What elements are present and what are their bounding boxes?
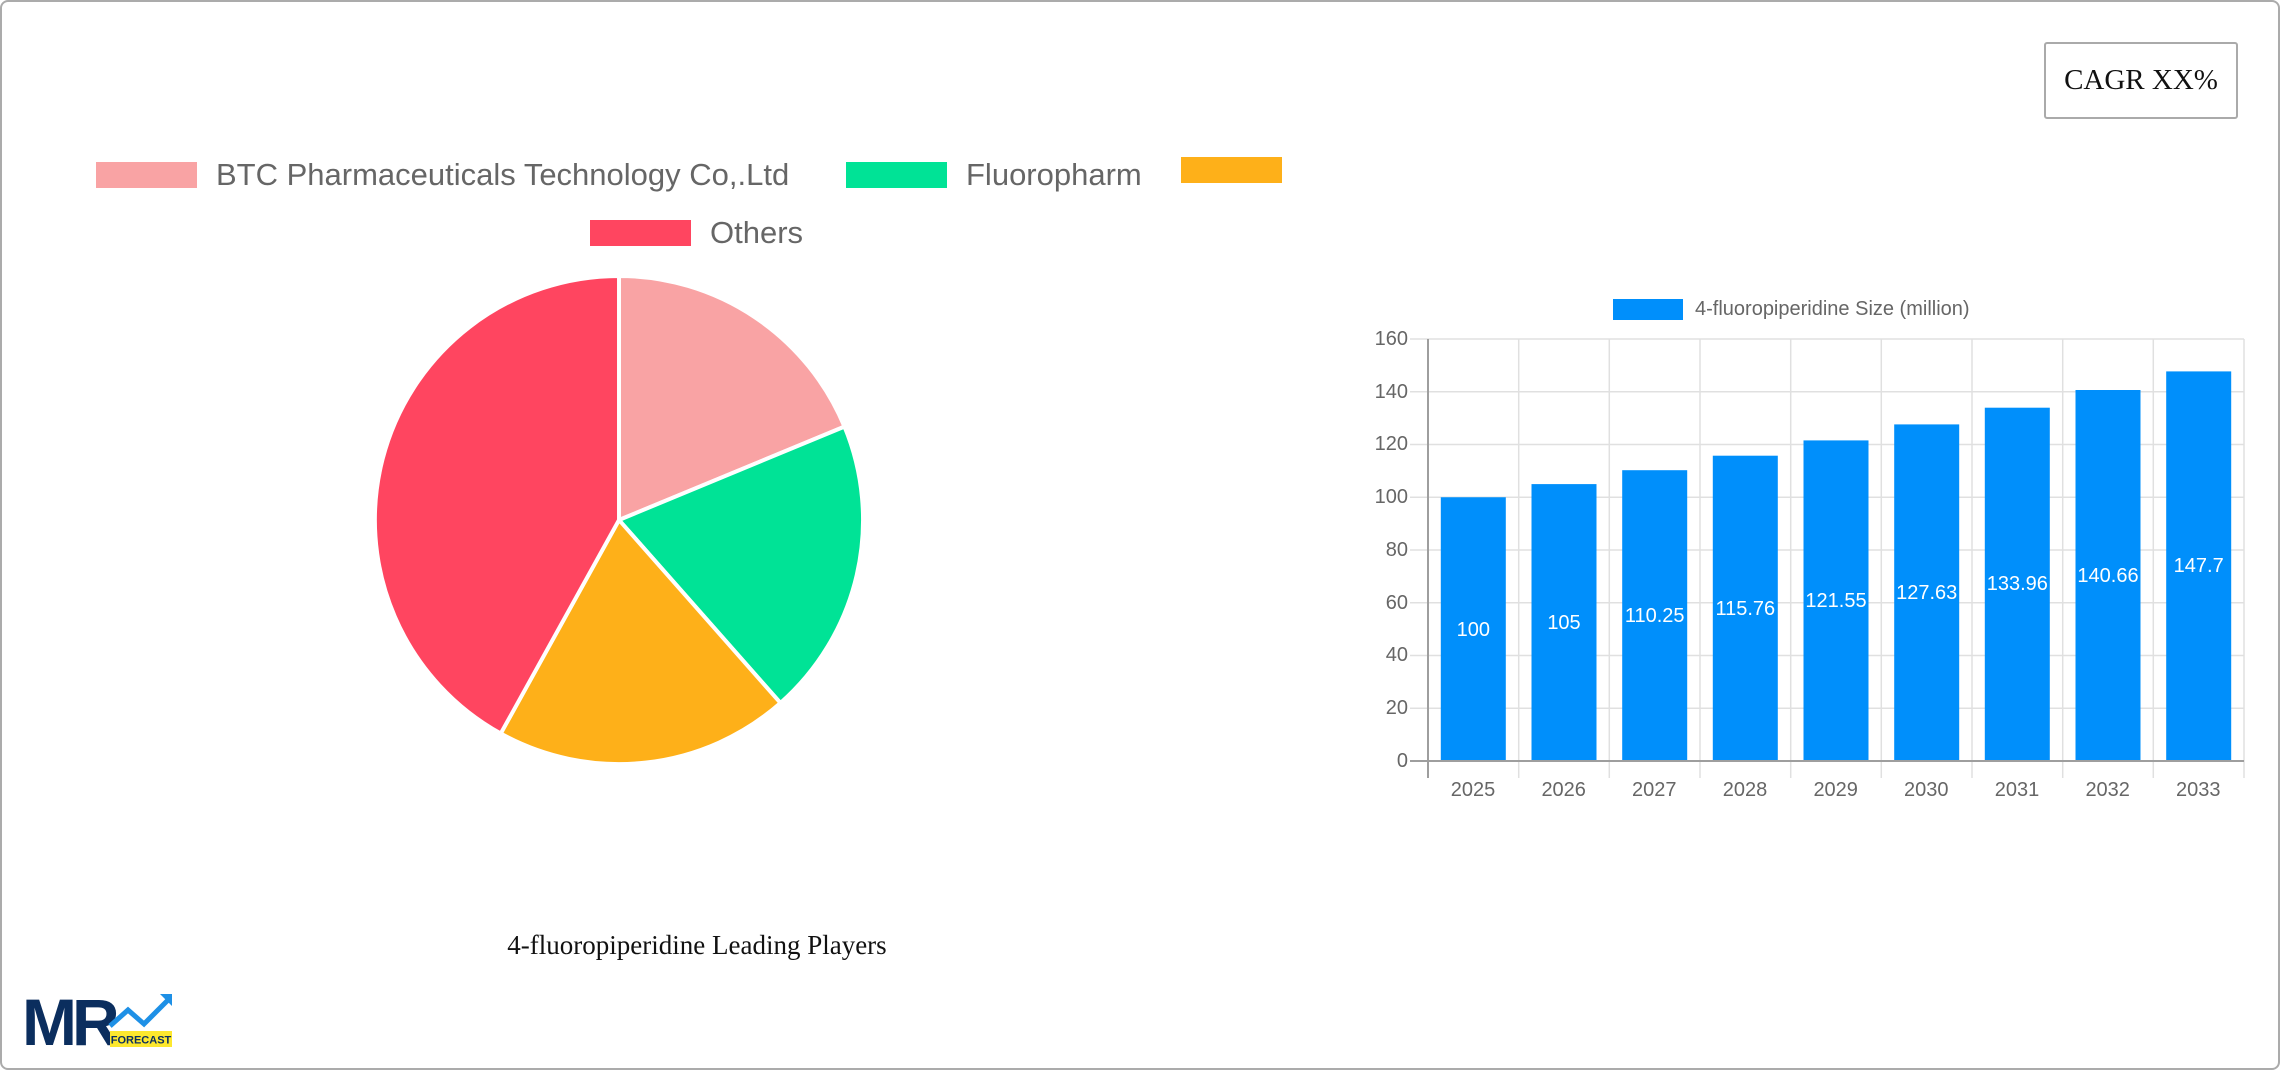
bar-2033[interactable]	[2166, 371, 2232, 761]
x-tick-label: 2026	[1541, 779, 1586, 801]
pie-legend-item-unlabeled[interactable]	[1181, 157, 1301, 183]
y-tick-label: 60	[1385, 592, 1408, 614]
y-tick-label: 20	[1385, 697, 1408, 719]
pie-slice-fluoropharm[interactable]	[617, 424, 865, 705]
bar-value-label: 115.76	[1715, 598, 1776, 620]
bar-value-label: 147.7	[2173, 555, 2224, 577]
y-tick-label: 120	[1374, 433, 1408, 455]
logo-text: MR	[22, 990, 119, 1050]
bar-value-label: 133.96	[1986, 573, 2048, 595]
y-tick-label: 40	[1385, 644, 1408, 666]
forecast-badge-text: FORECAST	[111, 1035, 172, 1047]
bar-2027[interactable]	[1622, 470, 1688, 761]
bar-chart: 160 140 120 100 80 60 40 20 0 2025 2026 …	[1340, 320, 2270, 820]
bar-chart-grid	[1410, 338, 2245, 778]
bar-value-label: 140.66	[2077, 565, 2139, 587]
cagr-badge: CAGR XX%	[2044, 42, 2238, 119]
bar-2032[interactable]	[2075, 390, 2141, 761]
x-tick-label: 2025	[1450, 779, 1496, 801]
y-tick-label: 160	[1374, 328, 1408, 350]
bar-legend-item[interactable]: 4-fluoropiperidine Size (million)	[1613, 298, 1970, 321]
bar-2030[interactable]	[1894, 424, 1960, 761]
legend-swatch-icon	[96, 162, 197, 188]
x-tick-label: 2032	[2085, 779, 2130, 801]
pie-slice-btc[interactable]	[617, 273, 847, 522]
bar-2026[interactable]	[1531, 484, 1597, 761]
pie-slice-others[interactable]	[372, 273, 621, 736]
bar-value-label: 127.63	[1896, 582, 1958, 604]
x-tick-label: 2028	[1722, 779, 1768, 801]
bar-2031[interactable]	[1984, 407, 2050, 761]
y-tick-label: 140	[1374, 381, 1408, 403]
x-tick-label: 2031	[1994, 779, 2040, 801]
legend-label: Fluoropharm	[966, 157, 1142, 192]
x-tick-label: 2030	[1904, 779, 1949, 801]
pie-chart	[372, 273, 865, 767]
pie-legend-item-fluoropharm[interactable]: Fluoropharm	[846, 157, 1142, 193]
legend-swatch-icon	[1613, 299, 1683, 320]
bar-value-label: 110.25	[1624, 605, 1685, 627]
mr-forecast-logo: MR FORECAST	[22, 990, 172, 1050]
legend-label: 4-fluoropiperidine Size (million)	[1695, 298, 1970, 320]
trend-arrow-icon	[108, 998, 170, 1028]
pie-chart-title: 4-fluoropiperidine Leading Players	[507, 930, 887, 960]
x-tick-label: 2029	[1813, 779, 1858, 801]
bar-2029[interactable]	[1803, 440, 1869, 761]
pie-slice-unlabeled[interactable]	[498, 518, 783, 767]
bar-value-label: 100	[1456, 619, 1490, 641]
bar-value-label: 121.55	[1805, 590, 1867, 612]
pie-legend-item-btc[interactable]: BTC Pharmaceuticals Technology Co,.Ltd	[96, 157, 789, 193]
pie-legend-item-others[interactable]: Others	[590, 215, 803, 251]
y-tick-label: 100	[1374, 486, 1408, 508]
bar-2025[interactable]	[1440, 497, 1506, 761]
bar-2028[interactable]	[1712, 455, 1778, 761]
legend-swatch-icon	[590, 220, 691, 246]
y-tick-label: 80	[1385, 539, 1408, 561]
y-tick-label: 0	[1396, 750, 1408, 772]
x-tick-label: 2027	[1632, 779, 1677, 801]
legend-swatch-icon	[846, 162, 947, 188]
bar-value-label: 105	[1547, 612, 1581, 634]
legend-label: BTC Pharmaceuticals Technology Co,.Ltd	[216, 157, 790, 192]
legend-label: Others	[710, 215, 804, 250]
x-tick-label: 2033	[2176, 779, 2221, 801]
arrow-head-icon	[160, 994, 172, 1006]
forecast-badge	[110, 1031, 172, 1047]
bar-series	[1440, 371, 2232, 761]
legend-swatch-icon	[1181, 157, 1282, 183]
